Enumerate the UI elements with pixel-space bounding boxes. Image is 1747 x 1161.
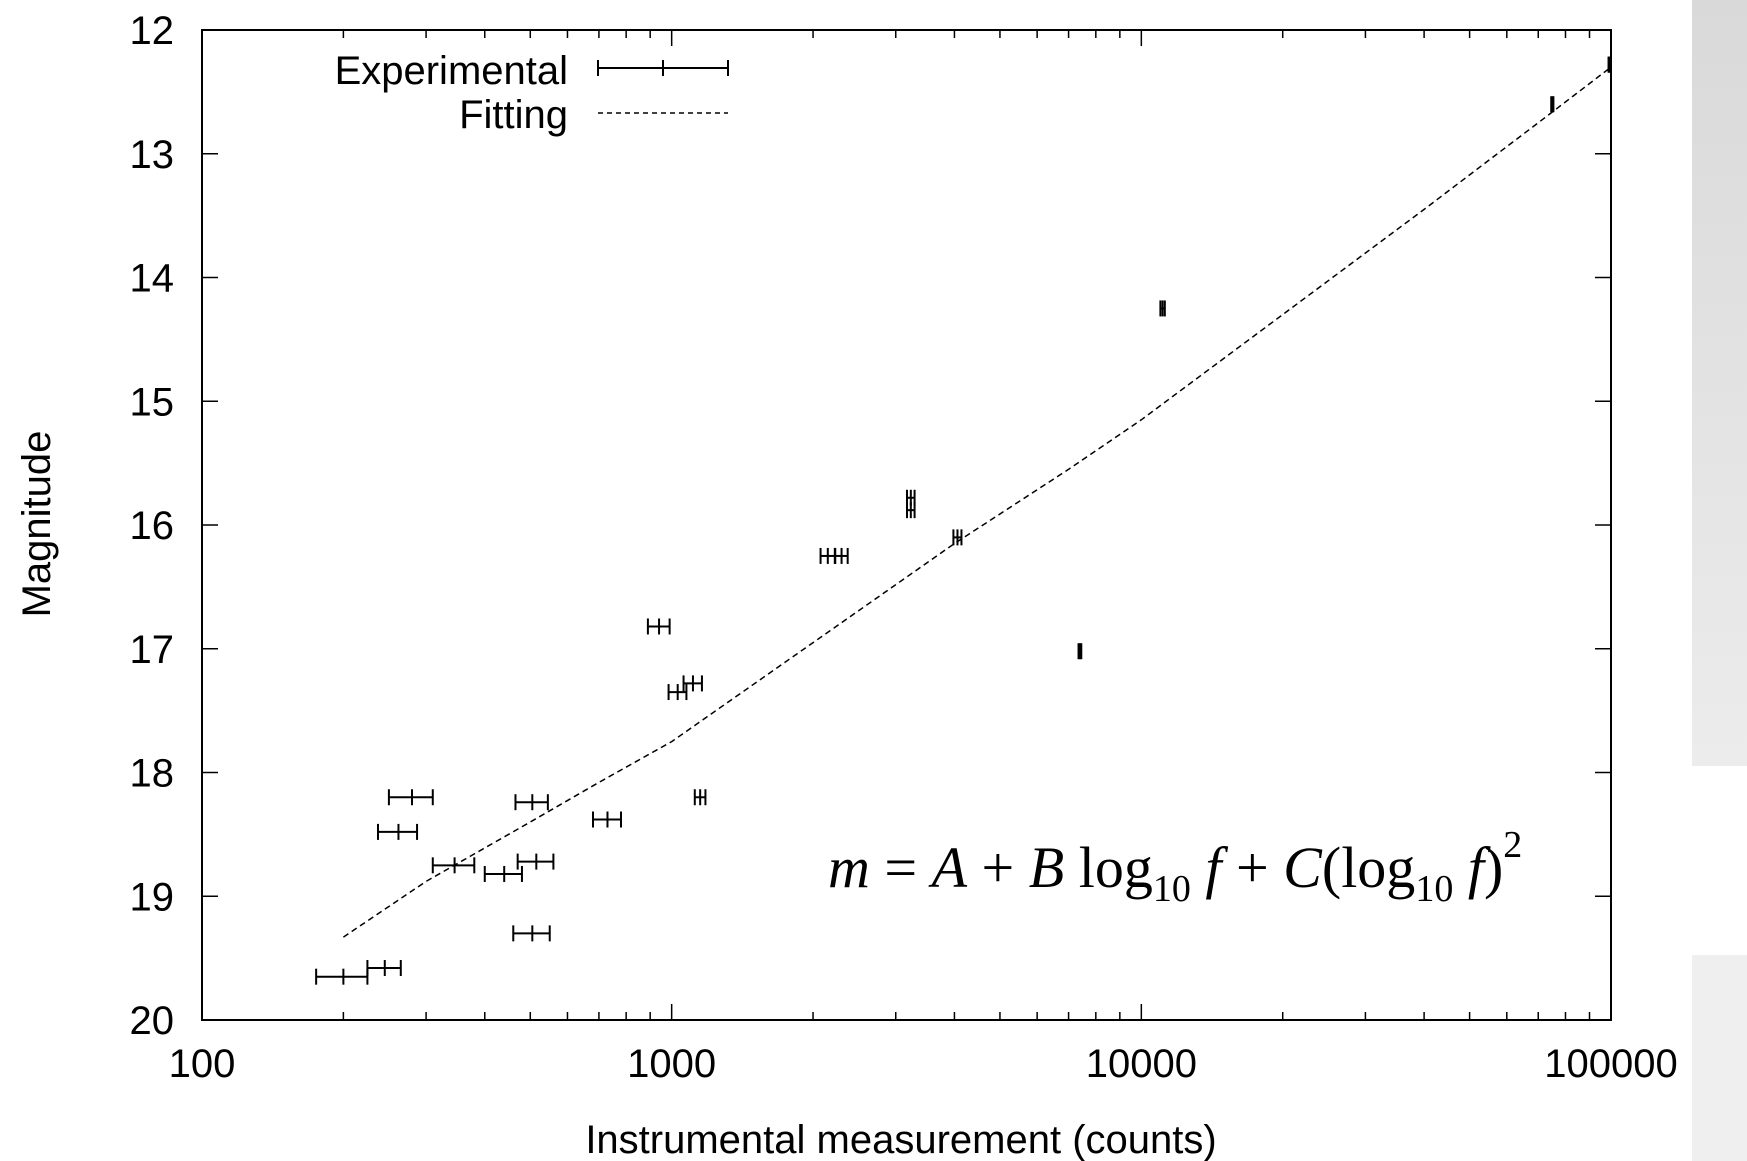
y-tick-label: 20: [130, 999, 175, 1043]
eq-f-1: f: [1190, 835, 1222, 900]
experimental-point: [682, 675, 703, 692]
y-tick-label: 16: [130, 504, 175, 548]
experimental-point: [905, 502, 916, 519]
experimental-point: [315, 968, 369, 985]
experimental-point: [483, 865, 523, 882]
y-tick-label: 17: [130, 628, 175, 672]
eq-sub-2: 10: [1415, 868, 1454, 910]
eq-f-2: f: [1453, 835, 1484, 900]
side-panel-upper: [1692, 0, 1747, 766]
legend-label-experimental: Experimental: [335, 49, 568, 93]
x-tick-label: 10000: [1086, 1042, 1197, 1086]
eq-paren-open: (: [1321, 835, 1342, 900]
experimental-point: [1077, 643, 1083, 660]
experimental-point: [366, 960, 402, 977]
x-axis-title: Instrumental measurement (counts): [585, 1118, 1216, 1161]
legend-label-fitting: Fitting: [459, 93, 568, 137]
experimental-point: [1607, 56, 1611, 73]
y-axis-ticks: 12 13 14 15 16 17 18 19 20: [130, 9, 1611, 1043]
x-tick-label: 1000: [627, 1042, 716, 1086]
experimental-point: [1159, 300, 1166, 317]
experimental-point: [952, 529, 963, 546]
side-panel-lower: [1692, 955, 1747, 1161]
experimental-point: [1550, 96, 1555, 113]
legend-sample-experimental: [597, 60, 729, 76]
y-tick-label: 15: [130, 380, 175, 424]
y-tick-label: 18: [130, 752, 175, 796]
x-tick-label: 100: [169, 1042, 236, 1086]
y-tick-label: 12: [130, 9, 175, 53]
experimental-point: [387, 789, 434, 806]
experimental-point: [592, 811, 622, 828]
experimental-point: [834, 547, 849, 564]
experimental-point: [667, 684, 688, 701]
eq-log-2: log: [1341, 835, 1416, 900]
y-tick-label: 13: [130, 133, 175, 177]
experimental-point: [377, 823, 419, 840]
eq-plus-1: +: [967, 835, 1029, 900]
eq-equals: =: [869, 835, 932, 900]
experimental-point: [514, 794, 549, 811]
x-tick-label: 100000: [1544, 1042, 1677, 1086]
legend: Experimental Fitting: [335, 49, 729, 137]
eq-log-1: log: [1078, 835, 1153, 900]
experimental-point: [431, 857, 476, 874]
eq-exponent: 2: [1503, 824, 1523, 866]
experimental-point: [819, 547, 836, 564]
experimental-point: [646, 618, 671, 635]
y-tick-label: 14: [130, 257, 175, 301]
y-axis-title: Magnitude: [15, 431, 59, 618]
eq-plus-2: +: [1221, 835, 1284, 900]
eq-sub-1: 10: [1152, 868, 1191, 910]
experimental-series: [315, 56, 1611, 985]
eq-m: m: [828, 835, 870, 900]
eq-A: A: [931, 835, 968, 900]
fitting-curve: [342, 66, 1612, 938]
x-axis-ticks: 100 1000 10000 100000: [169, 30, 1678, 1086]
fitting-series: [342, 66, 1612, 938]
experimental-point: [512, 925, 551, 942]
y-tick-label: 19: [130, 875, 175, 919]
eq-B: B: [1028, 835, 1065, 900]
experimental-point: [516, 853, 555, 870]
fit-equation: m = A + B log10 f + C(log10 f)2: [822, 818, 1529, 918]
experimental-point: [693, 789, 707, 806]
eq-paren-close: ): [1483, 835, 1504, 900]
eq-C: C: [1283, 835, 1322, 900]
